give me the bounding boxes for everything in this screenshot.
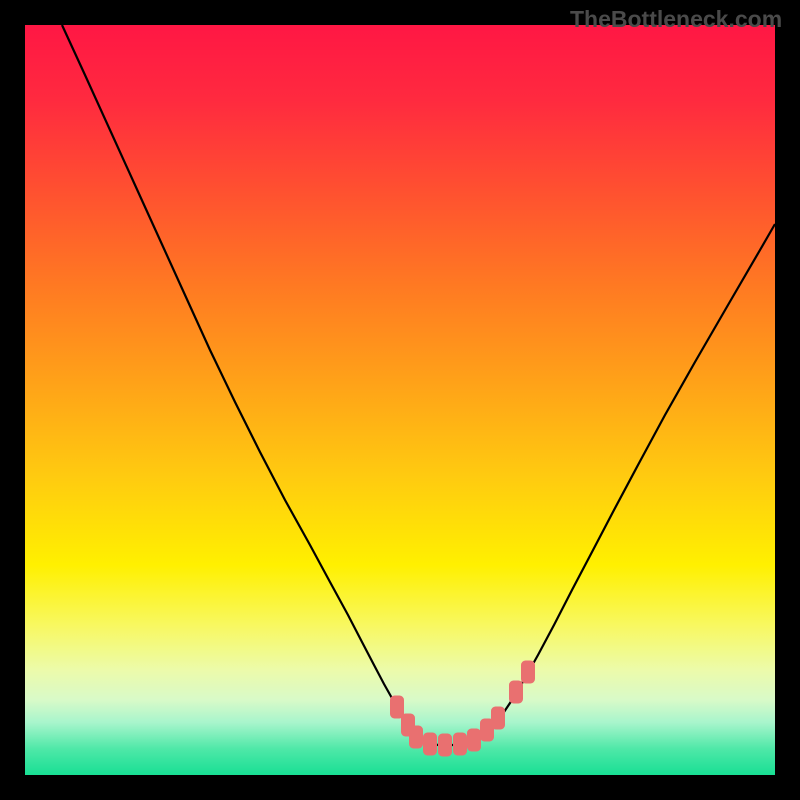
curve-marker <box>492 707 505 729</box>
curve-marker <box>410 726 423 748</box>
curve-marker <box>468 729 481 751</box>
curve-marker <box>510 681 523 703</box>
curve-marker <box>454 733 467 755</box>
curve-marker <box>439 734 452 756</box>
chart-svg <box>0 0 800 800</box>
gradient-plot-area <box>25 25 775 775</box>
curve-marker <box>391 696 404 718</box>
curve-marker <box>522 661 535 683</box>
curve-marker <box>424 733 437 755</box>
watermark-text: TheBottleneck.com <box>570 6 782 33</box>
